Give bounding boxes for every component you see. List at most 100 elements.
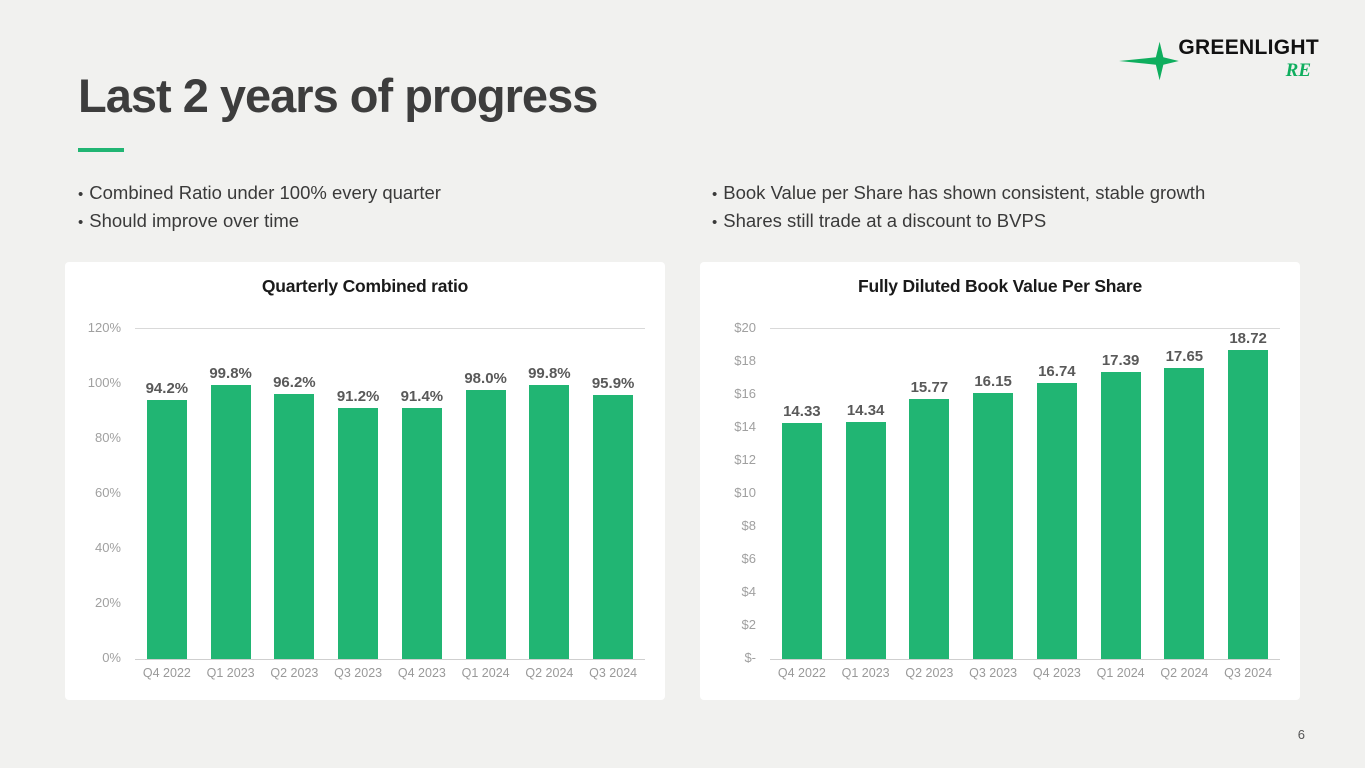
bar-value-label: 91.2% — [336, 388, 380, 406]
bar-group: 15.77 — [898, 329, 962, 659]
bar — [593, 395, 634, 659]
greenlight-re-logo: GREENLIGHT RE — [1118, 36, 1319, 86]
y-axis-tick-label: $4 — [741, 584, 756, 599]
x-axis-tick-label: Q4 2022 — [142, 666, 191, 680]
bullet-text: Should improve over time — [89, 209, 300, 231]
bar-series: 94.2% 99.8% 96.2% 91.2% 91.4% 98.0% 99.8% 95.9% — [135, 329, 645, 659]
x-axis-tick-label: Q2 2024 — [525, 666, 574, 680]
bar — [1164, 367, 1205, 659]
y-axis-tick-label: $16 — [734, 386, 756, 401]
bar-group: 95.9% — [581, 329, 645, 659]
x-axis-tick-label: Q4 2023 — [397, 666, 446, 680]
bar — [274, 394, 315, 659]
bar — [1036, 382, 1077, 659]
bar — [146, 399, 187, 659]
bar-group: 17.65 — [1153, 329, 1217, 659]
chart-title: Fully Diluted Book Value Per Share — [858, 276, 1142, 296]
y-axis: 120% 100% 80% 60% 40% 20% 0% — [65, 320, 135, 665]
bullet-item: Book Value per Share has shown consisten… — [712, 180, 1205, 208]
y-axis-tick-label: $12 — [734, 452, 756, 467]
bullet-text: Book Value per Share has shown consisten… — [723, 182, 1206, 203]
logo-re-mark: RE — [1285, 60, 1311, 81]
y-axis-tick-label: 60% — [94, 485, 121, 500]
sparkle-star-icon — [1119, 41, 1180, 81]
bar-group: 18.72 — [1216, 329, 1280, 659]
bar — [781, 422, 822, 659]
y-axis-tick-label: $14 — [734, 419, 756, 434]
y-axis-tick-label: 40% — [94, 540, 121, 555]
bar-value-label: 99.8% — [209, 364, 252, 382]
bar-value-label: 91.4% — [400, 387, 444, 405]
bar-group: 91.4% — [390, 329, 454, 659]
bar — [909, 398, 950, 659]
bar — [338, 408, 379, 659]
bar — [1228, 350, 1269, 659]
bar-value-label: 17.65 — [1165, 347, 1204, 365]
bar — [465, 389, 506, 659]
bar — [973, 392, 1014, 659]
bar-value-label: 16.74 — [1038, 362, 1076, 380]
page-number: 6 — [1297, 727, 1305, 742]
x-axis-tick-label: Q2 2023 — [270, 666, 319, 680]
y-axis-tick-label: $18 — [734, 353, 756, 368]
bullet-dot — [712, 210, 717, 236]
bar-group: 99.8% — [518, 329, 582, 659]
y-axis-tick-label: $8 — [741, 518, 756, 533]
bar — [210, 384, 251, 659]
chart-title: Quarterly Combined ratio — [261, 276, 469, 296]
bar — [401, 407, 442, 659]
y-axis-tick-label: $2 — [741, 617, 756, 632]
bar-value-label: 16.15 — [974, 372, 1012, 390]
bullet-item: Should improve over time — [78, 208, 441, 236]
bullet-list-right: Book Value per Share has shown consisten… — [712, 180, 1205, 235]
y-axis-tick-label: $10 — [734, 485, 756, 500]
bar-group: 91.2% — [326, 329, 390, 659]
bar-group: 16.74 — [1025, 329, 1089, 659]
logo-text: GREENLIGHT RE — [1178, 36, 1319, 82]
bar — [845, 422, 886, 659]
bullet-item: Shares still trade at a discount to BVPS — [712, 208, 1205, 236]
bar-value-label: 98.0% — [464, 369, 507, 387]
bar-group: 16.15 — [961, 329, 1025, 659]
bar — [1100, 372, 1141, 659]
x-axis-tick-label: Q1 2023 — [841, 666, 890, 680]
bar-series: 14.33 14.34 15.77 16.15 16.74 17.39 17.65 18.72 — [770, 329, 1280, 659]
bar-group: 14.33 — [770, 329, 834, 659]
y-axis-tick-label: $6 — [741, 551, 756, 566]
x-axis-tick-label: Q1 2023 — [206, 666, 255, 680]
bar-value-label: 95.9% — [591, 375, 635, 393]
bullet-list-left: Combined Ratio under 100% every quarter … — [78, 180, 441, 235]
bar-value-label: 17.39 — [1101, 352, 1140, 370]
x-axis-tick-label: Q1 2024 — [461, 666, 510, 680]
bullet-dot — [78, 182, 83, 208]
bullet-text: Combined Ratio under 100% every quarter — [89, 182, 441, 203]
y-axis-tick-label: 100% — [87, 375, 121, 390]
bar-group: 99.8% — [199, 329, 263, 659]
x-axis-tick-label: Q3 2023 — [969, 666, 1018, 680]
bar-value-label: 14.33 — [783, 402, 821, 420]
y-axis-tick-label: 80% — [94, 430, 121, 445]
plot-area: 94.2% 99.8% 96.2% 91.2% 91.4% 98.0% 99.8% 95.9% — [135, 328, 645, 660]
bar-group: 17.39 — [1089, 329, 1153, 659]
bullet-dot — [712, 182, 717, 208]
x-axis-tick-label: Q2 2024 — [1160, 666, 1209, 680]
y-axis-tick-label: $- — [744, 650, 756, 665]
y-axis: $20 $18 $16 $14 $12 $10 $8 $6 $4 $2 $- — [700, 320, 770, 665]
y-axis-tick-label: 0% — [102, 650, 121, 665]
plot-area: 14.33 14.34 15.77 16.15 16.74 17.39 17.65 18.72 — [770, 328, 1280, 660]
x-axis-tick-label: Q1 2024 — [1096, 666, 1145, 680]
bar-value-label: 94.2% — [145, 379, 189, 397]
slide-title: Last 2 years of progress — [78, 69, 598, 122]
bar-group: 94.2% — [135, 329, 199, 659]
bar-group: 98.0% — [454, 329, 518, 659]
bar-group: 14.34 — [834, 329, 898, 659]
x-axis-tick-label: Q3 2024 — [589, 666, 638, 680]
x-axis: Q4 2022 Q1 2023 Q2 2023 Q3 2023 Q4 2023 Q1 20… — [770, 666, 1280, 680]
x-axis-tick-label: Q2 2023 — [905, 666, 954, 680]
y-axis-tick-label: $20 — [734, 320, 756, 335]
bar-value-label: 18.72 — [1229, 330, 1267, 348]
bar-value-label: 14.34 — [846, 402, 885, 420]
bar-value-label: 15.77 — [910, 378, 949, 396]
bar-value-label: 96.2% — [273, 374, 316, 392]
